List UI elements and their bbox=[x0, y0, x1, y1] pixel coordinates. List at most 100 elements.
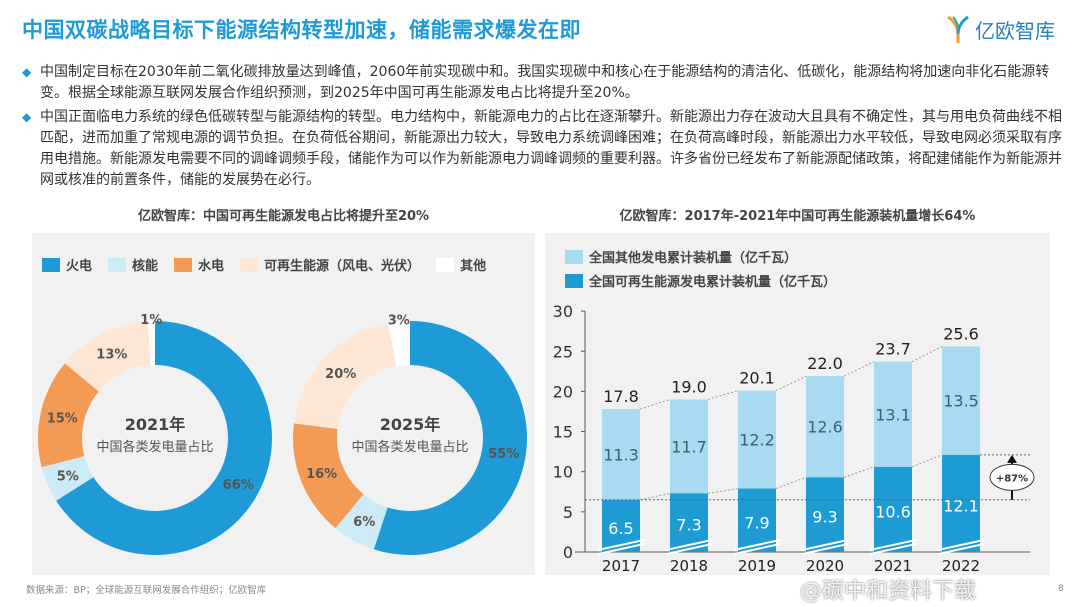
donut-center-label: 中国各类发电量占比 bbox=[351, 439, 468, 455]
bar-total-label: 23.7 bbox=[875, 340, 911, 359]
legend-swatch bbox=[565, 249, 583, 264]
logo: 亿欧智库 bbox=[945, 14, 1055, 44]
slice-label: 13% bbox=[96, 347, 127, 362]
growth-badge bbox=[989, 463, 1035, 491]
slice-label: 66% bbox=[223, 478, 254, 493]
bar-other-label: 13.1 bbox=[875, 405, 911, 424]
bar-chart-title: 亿欧智库：2017年-2021年中国可再生能源装机量增长64% bbox=[619, 209, 976, 224]
bar-total-label: 25.6 bbox=[943, 324, 979, 343]
legend-label: 核能 bbox=[132, 259, 159, 274]
legend-swatch bbox=[108, 257, 127, 272]
donut-slice bbox=[38, 363, 99, 468]
bar-total-label: 19.0 bbox=[671, 377, 707, 396]
y-tick-label: 10 bbox=[553, 463, 573, 482]
legend-label: 可再生能源（风电、光伏） bbox=[264, 259, 421, 274]
bar-renewable-label: 9.3 bbox=[812, 508, 837, 527]
slice-label: 1% bbox=[140, 313, 162, 328]
bullet-list: ◆ 中国制定目标在2030年前二氧化碳排放量达到峰值，2060年前实现碳中和。我国… bbox=[22, 62, 1067, 200]
pie-legend: 火电 核能 水电 可再生能源（风电、光伏） 其他 bbox=[42, 255, 486, 274]
slice-label: 20% bbox=[325, 367, 356, 382]
bullet-text: 中国正面临电力系统的绿色低碳转型与能源结构的转型。电力结构中，新能源电力的占比在… bbox=[40, 109, 1062, 188]
trend-line bbox=[707, 488, 739, 494]
legend-item: 其他 bbox=[436, 255, 486, 274]
page-title: 中国双碳战略目标下能源结构转型加速，储能需求爆发在即 bbox=[22, 18, 581, 42]
bar-renewable-label: 7.9 bbox=[744, 513, 769, 532]
bar-other bbox=[602, 409, 640, 500]
donut-slice bbox=[56, 321, 272, 555]
legend-item: 水电 bbox=[174, 255, 224, 274]
bar-other-label: 11.3 bbox=[603, 445, 639, 464]
donut-slice bbox=[293, 323, 397, 429]
x-tick-label: 2021 bbox=[874, 557, 912, 575]
legend-swatch bbox=[240, 257, 259, 272]
bar-renewable bbox=[942, 454, 980, 552]
diamond-icon: ◆ bbox=[22, 65, 32, 79]
legend-label: 其他 bbox=[460, 259, 487, 274]
diamond-icon: ◆ bbox=[22, 110, 32, 124]
legend-item: 全国其他发电累计装机量（亿千瓦） bbox=[565, 247, 836, 266]
donut-slice bbox=[41, 456, 94, 501]
trend-line bbox=[775, 476, 807, 490]
logo-icon bbox=[947, 15, 969, 43]
slice-label: 16% bbox=[306, 467, 337, 482]
trend-line bbox=[843, 361, 875, 377]
legend-swatch bbox=[174, 257, 193, 272]
bar-other bbox=[942, 346, 980, 455]
bullet-text: 中国制定目标在2030年前二氧化碳排放量达到峰值，2060年前实现碳中和。我国实… bbox=[40, 64, 1050, 101]
donut-slice bbox=[64, 321, 151, 392]
logo-text: 亿欧智库 bbox=[975, 18, 1055, 43]
bar-other-label: 12.2 bbox=[739, 431, 775, 450]
y-tick-label: 30 bbox=[553, 302, 573, 321]
legend-swatch bbox=[436, 257, 455, 272]
x-tick-label: 2022 bbox=[942, 557, 980, 575]
bar-other-label: 11.7 bbox=[671, 437, 707, 456]
bar-legend: 全国其他发电累计装机量（亿千瓦） 全国可再生能源发电累计装机量（亿千瓦） bbox=[565, 247, 836, 290]
axis-break-mark bbox=[597, 539, 645, 555]
pie-chart-title: 亿欧智库：中国可再生能源发电占比将提升至20% bbox=[137, 209, 430, 224]
legend-swatch bbox=[42, 257, 60, 272]
y-tick-label: 25 bbox=[553, 342, 573, 361]
trend-line bbox=[843, 466, 875, 478]
legend-item: 全国可再生能源发电累计装机量（亿千瓦） bbox=[565, 271, 836, 290]
trend-line bbox=[707, 390, 739, 400]
donut-center-label: 中国各类发电量占比 bbox=[96, 439, 213, 455]
watermark: @碳中和资料下载 bbox=[800, 579, 977, 604]
donut-center-year: 2021年 bbox=[125, 415, 186, 434]
legend-item: 火电 bbox=[42, 255, 92, 274]
legend-swatch bbox=[565, 273, 583, 288]
bar-total-label: 22.0 bbox=[807, 354, 843, 373]
donut-slice bbox=[373, 321, 527, 555]
slice-label: 55% bbox=[488, 447, 519, 462]
bullet-item: ◆ 中国正面临电力系统的绿色低碳转型与能源结构的转型。电力结构中，新能源电力的占比… bbox=[22, 107, 1067, 191]
bar-other-label: 13.5 bbox=[943, 392, 979, 411]
trend-line bbox=[775, 375, 807, 392]
donut-slice bbox=[388, 321, 410, 367]
axis-break-mark bbox=[869, 539, 917, 555]
y-tick-label: 20 bbox=[553, 382, 573, 401]
y-tick-label: 0 bbox=[563, 543, 573, 562]
slice-label: 6% bbox=[353, 515, 375, 530]
axis-break-mark bbox=[937, 539, 985, 555]
donut-center-year: 2025年 bbox=[380, 415, 441, 434]
bar-renewable bbox=[602, 499, 640, 552]
trend-line bbox=[911, 454, 943, 468]
bar-renewable-label: 6.5 bbox=[608, 519, 633, 538]
bar-renewable-label: 7.3 bbox=[676, 516, 701, 535]
donut-slice bbox=[293, 423, 364, 529]
bar-renewable bbox=[806, 477, 844, 552]
legend-label: 全国其他发电累计装机量（亿千瓦） bbox=[589, 251, 798, 266]
slice-label: 3% bbox=[388, 314, 410, 329]
slice-label: 5% bbox=[57, 470, 79, 485]
bar-other-label: 12.6 bbox=[807, 418, 843, 437]
axis-break-mark bbox=[665, 539, 713, 555]
donut-slice bbox=[147, 321, 155, 366]
trend-line bbox=[639, 398, 671, 410]
legend-label: 火电 bbox=[66, 259, 93, 274]
legend-label: 水电 bbox=[198, 259, 225, 274]
x-tick-label: 2020 bbox=[806, 557, 844, 575]
arrow-head-icon bbox=[1007, 454, 1017, 463]
bar-total-label: 20.1 bbox=[739, 369, 775, 388]
bar-renewable-label: 10.6 bbox=[875, 502, 911, 521]
